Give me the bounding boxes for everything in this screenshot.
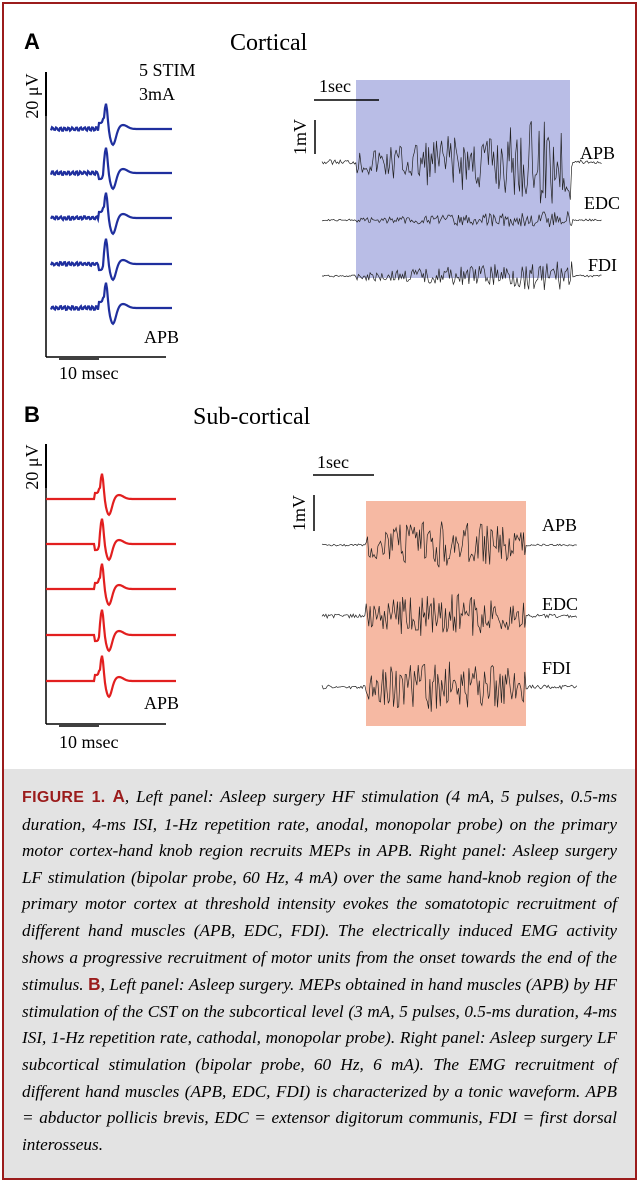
panel-a-muscle-label: APB [144,327,179,347]
panel-b-time-scale: 1sec [317,452,349,472]
mep-trace [49,238,172,282]
caption-text-a: , Left panel: Asleep surgery HF stimulat… [22,787,618,995]
emg-trace [321,521,577,568]
caption-ref-a: A [112,786,125,806]
emg-trace [321,261,602,291]
panel-a-title: Cortical [230,30,308,56]
mep-trace [50,192,172,236]
panel-b-scale-y: 20 μV [22,444,42,489]
panel-b-muscle-label: APB [144,693,179,713]
panel-b-amp-scale: 1mV [289,495,309,531]
panel-b-emg-label-edc: EDC [542,594,578,614]
panel-a-left-axes [45,72,166,360]
panel-a-time-scale: 1sec [319,76,351,96]
panel-b-title: Sub-cortical [193,404,311,430]
panel-b-emg-label-fdi: FDI [542,658,571,678]
emg-trace [321,211,602,228]
panel-b-letter: B [24,402,40,427]
mep-trace [49,282,172,326]
emg-trace [321,121,602,204]
panel-a-stim-intensity: 3mA [139,84,175,104]
mep-trace [46,473,176,517]
caption-label: FIGURE 1. [22,789,106,806]
panel-b-left-axes [45,444,166,727]
mep-trace [49,103,172,147]
panel-a-mep-traces [49,103,172,326]
caption-text-b: , Left panel: Asleep surgery. MEPs obtai… [22,975,617,1154]
panel-a-stim-label: 5 STIM [139,60,196,80]
panel-b-emg-label-apb: APB [542,515,577,535]
panel-b-scale-x: 10 msec [59,732,118,752]
panel-a-emg-label-edc: EDC [584,193,620,213]
caption-ref-b: B [88,974,101,995]
panel-a-letter: A [24,29,40,54]
panel-b-mep-traces [46,473,176,699]
mep-trace [46,518,176,562]
panel-a-emg-label-fdi: FDI [588,255,617,275]
emg-trace [321,593,578,636]
mep-trace [49,147,172,191]
figure-plot: A Cortical 20 μV 10 msec 5 STIM 3mA APB … [22,29,620,752]
panel-a-emg-traces [321,121,602,291]
panel-a-scale-x: 10 msec [59,363,118,383]
mep-trace [46,609,176,653]
figure-caption: FIGURE 1. A, Left panel: Asleep surgery … [4,769,635,1178]
emg-trace [321,661,578,712]
panel-a-scale-y: 20 μV [22,73,42,118]
panel-a-amp-scale: 1mV [290,119,310,155]
mep-trace [46,563,176,607]
mep-trace [46,655,176,699]
panel-a-emg-label-apb: APB [580,143,615,163]
panel-b-emg-traces [321,521,578,712]
